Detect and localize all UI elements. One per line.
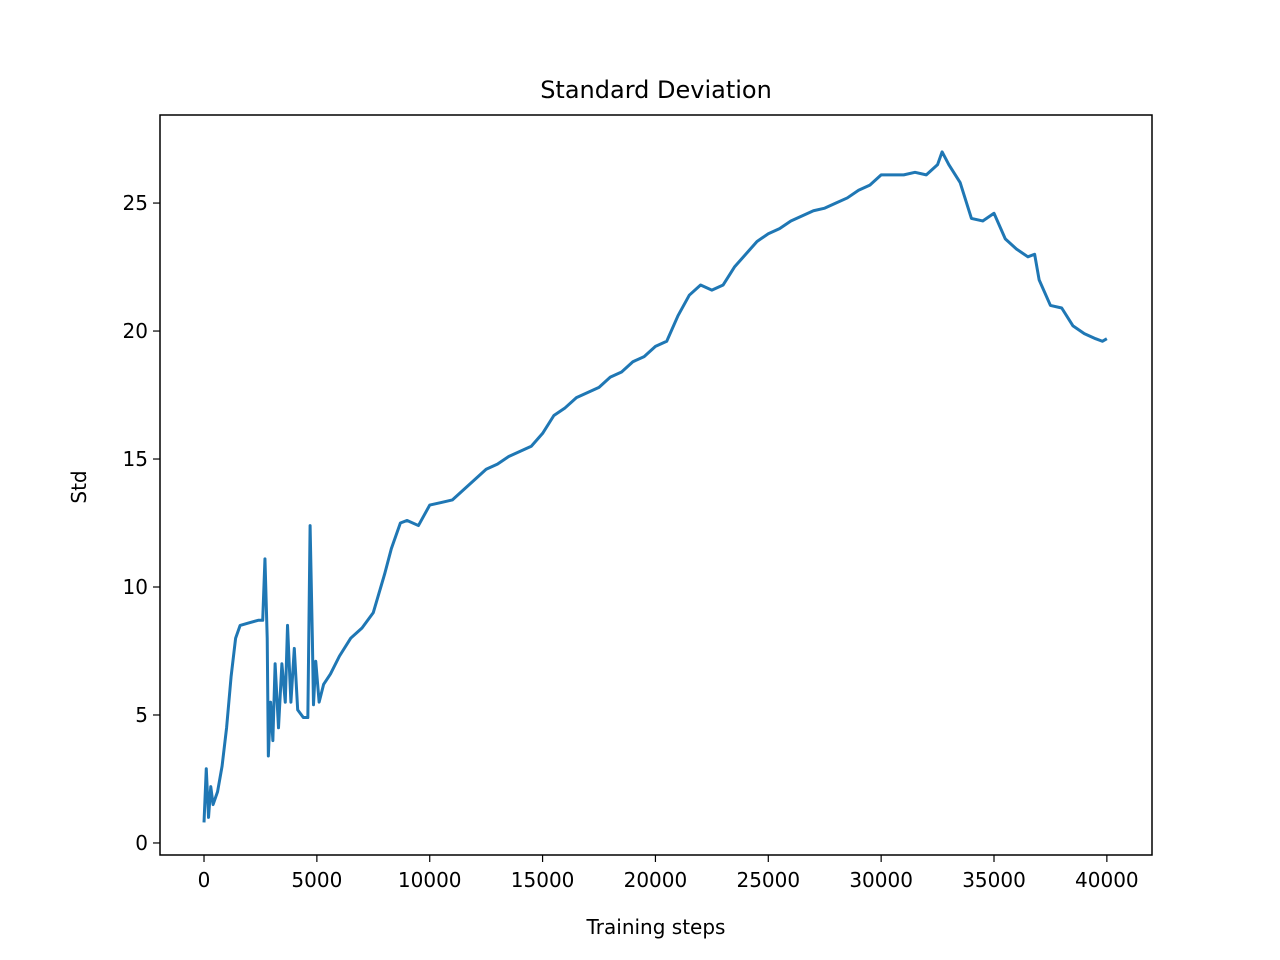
y-axis-label: Std xyxy=(67,470,91,503)
x-tick-label: 5000 xyxy=(291,868,342,892)
plot-frame xyxy=(159,114,1153,856)
y-tick-label: 5 xyxy=(135,703,148,727)
x-tick-label: 35000 xyxy=(962,868,1026,892)
x-tick-label: 20000 xyxy=(624,868,688,892)
y-tick-label: 0 xyxy=(135,831,148,855)
x-tick-label: 10000 xyxy=(398,868,462,892)
x-tick-label: 15000 xyxy=(511,868,575,892)
x-tick-label: 40000 xyxy=(1075,868,1139,892)
y-tick-label: 20 xyxy=(123,319,148,343)
chart-title: Standard Deviation xyxy=(540,76,772,104)
x-tick-label: 0 xyxy=(198,868,211,892)
y-tick-label: 15 xyxy=(123,447,148,471)
x-tick-label: 25000 xyxy=(736,868,800,892)
y-tick-label: 25 xyxy=(123,191,148,215)
line xyxy=(202,150,1108,823)
y-tick-label: 10 xyxy=(123,575,148,599)
x-tick-label: 30000 xyxy=(849,868,913,892)
x-axis-label: Training steps xyxy=(586,915,726,939)
